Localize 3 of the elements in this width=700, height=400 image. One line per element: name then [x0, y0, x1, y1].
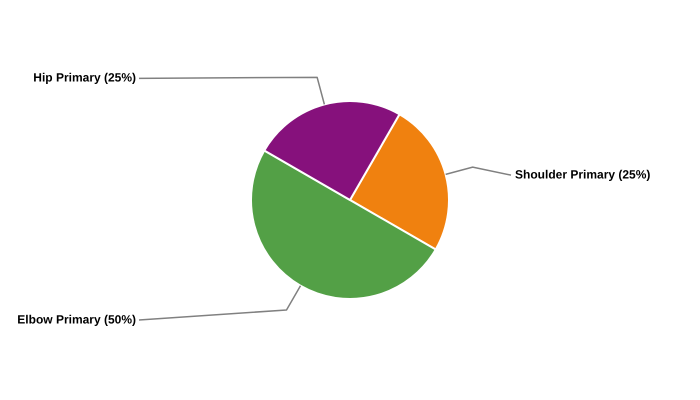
slice-label: Hip Primary (25%) [33, 70, 136, 85]
slice-label: Shoulder Primary (25%) [515, 167, 650, 182]
slice-label: Elbow Primary (50%) [17, 312, 136, 326]
